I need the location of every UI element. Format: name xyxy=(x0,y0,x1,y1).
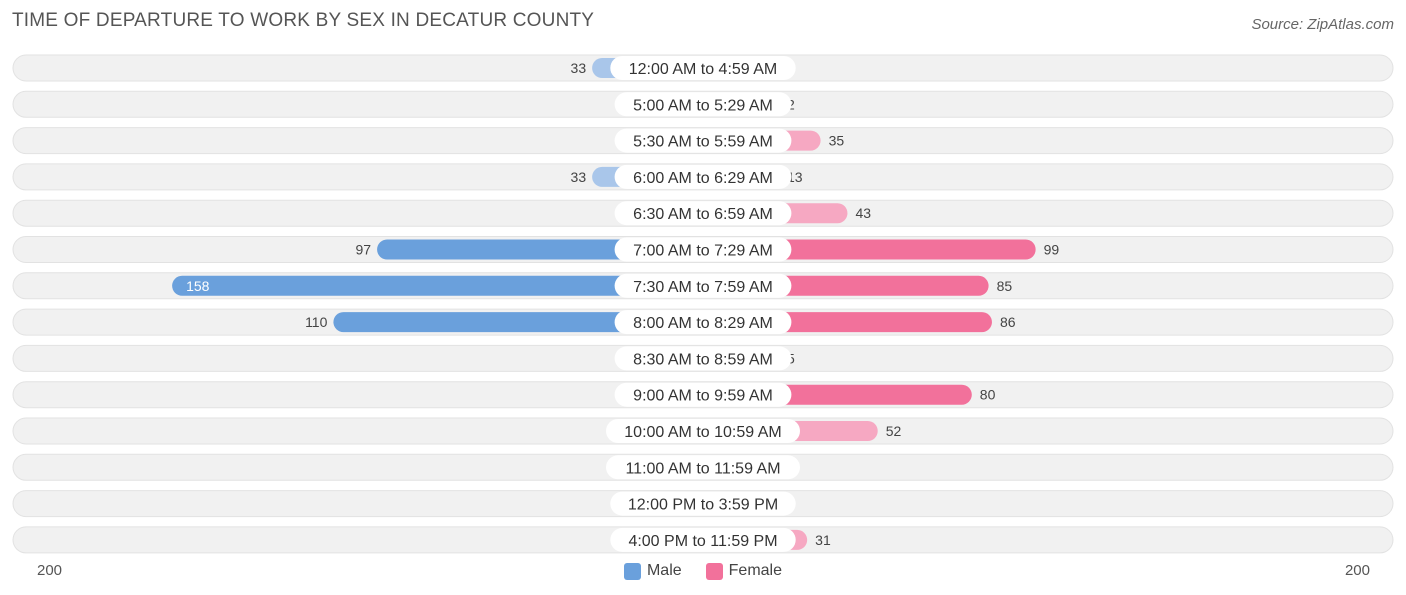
category-label-pill xyxy=(614,382,792,407)
row-10: 35210:00 AM to 10:59 AM xyxy=(12,417,1394,445)
category-label: 5:00 AM to 5:29 AM xyxy=(633,97,773,114)
category-label: 11:00 AM to 11:59 AM xyxy=(625,460,780,477)
legend-label-male: Male xyxy=(646,562,682,579)
category-label-pill xyxy=(614,310,792,335)
category-label-pill xyxy=(614,128,792,153)
value-label-female: 43 xyxy=(855,205,871,221)
legend-swatch-female xyxy=(705,562,723,580)
legend-swatch-male xyxy=(623,562,641,580)
source-label: Source: ZipAtlas.com xyxy=(1251,16,1394,33)
category-label-pill xyxy=(610,491,796,516)
legend-item-female: Female xyxy=(705,562,783,580)
row-4: 13436:30 AM to 6:59 AM xyxy=(12,199,1394,227)
category-label: 8:00 AM to 8:29 AM xyxy=(633,315,773,332)
value-label-female: 99 xyxy=(1044,242,1060,258)
category-label: 5:30 AM to 5:59 AM xyxy=(633,134,773,151)
value-label-female: 52 xyxy=(886,423,902,439)
category-label: 12:00 AM to 4:59 AM xyxy=(629,61,778,78)
category-label: 10:00 AM to 10:59 AM xyxy=(624,424,781,441)
category-label: 12:00 PM to 3:59 PM xyxy=(628,497,778,514)
category-label-pill xyxy=(610,56,796,80)
axis-label-right: 200 xyxy=(1344,562,1370,579)
category-label-pill xyxy=(606,455,800,480)
category-label: 9:00 AM to 9:59 AM xyxy=(633,388,773,405)
value-label-male: 110 xyxy=(305,314,328,330)
value-label-female: 86 xyxy=(1000,314,1016,330)
bar-male xyxy=(172,275,703,296)
row-3: 33 13 6:00 AM to 6:29 AM xyxy=(12,163,1394,191)
category-label: 4:00 PM to 11:59 PM xyxy=(628,533,777,550)
row-11: 6011:00 AM to 11:59 AM xyxy=(12,453,1394,481)
value-label-female: 13 xyxy=(787,169,803,185)
category-label-pill xyxy=(610,527,796,552)
chart-title: TIME OF DEPARTURE TO WORK BY SEX IN DECA… xyxy=(12,10,595,31)
row-13: 6314:00 PM to 11:59 PM xyxy=(12,526,1394,554)
category-label-pill xyxy=(614,237,792,262)
category-label: 8:30 AM to 8:59 AM xyxy=(633,351,773,368)
category-label-pill xyxy=(614,92,792,117)
bar-male xyxy=(333,312,703,333)
legend: Male Female xyxy=(0,561,1406,581)
category-label-pill xyxy=(614,201,792,226)
category-label-pill xyxy=(614,346,792,371)
category-label: 7:30 AM to 7:59 AM xyxy=(633,279,773,296)
category-label: 6:00 AM to 6:29 AM xyxy=(633,170,773,187)
category-label-pill xyxy=(614,273,792,298)
row-5: 97 99 7:00 AM to 7:29 AM xyxy=(12,236,1394,263)
category-label-pill xyxy=(614,164,792,189)
category-label: 6:30 AM to 6:59 AM xyxy=(633,206,773,223)
row-2: 10355:30 AM to 5:59 AM xyxy=(12,127,1394,155)
category-label: 7:00 AM to 7:29 AM xyxy=(633,243,773,260)
row-1: 1825:00 AM to 5:29 AM xyxy=(12,90,1394,118)
row-8: 458:30 AM to 8:59 AM xyxy=(12,344,1394,372)
row-7: 110 86 8:00 AM to 8:29 AM xyxy=(12,308,1394,336)
row-6: 158 85 7:30 AM to 7:59 AM xyxy=(12,272,1394,300)
value-label-female: 31 xyxy=(815,532,831,548)
legend-label-female: Female xyxy=(728,562,783,579)
value-label-male: 158 xyxy=(186,278,210,294)
value-label-female: 80 xyxy=(980,387,996,403)
value-label-male: 33 xyxy=(571,60,587,76)
axis-label-left: 200 xyxy=(37,562,63,579)
row-9: 6809:00 AM to 9:59 AM xyxy=(12,381,1394,409)
value-label-male: 33 xyxy=(571,169,587,185)
category-label-pill xyxy=(606,419,800,443)
row-0: 33712:00 AM to 4:59 AM xyxy=(12,54,1394,82)
value-label-female: 85 xyxy=(997,278,1013,294)
value-label-female: 35 xyxy=(829,133,845,149)
value-label-male: 97 xyxy=(356,242,372,258)
row-12: 18612:00 PM to 3:59 PM xyxy=(12,490,1394,518)
legend-item-male: Male xyxy=(623,562,682,580)
